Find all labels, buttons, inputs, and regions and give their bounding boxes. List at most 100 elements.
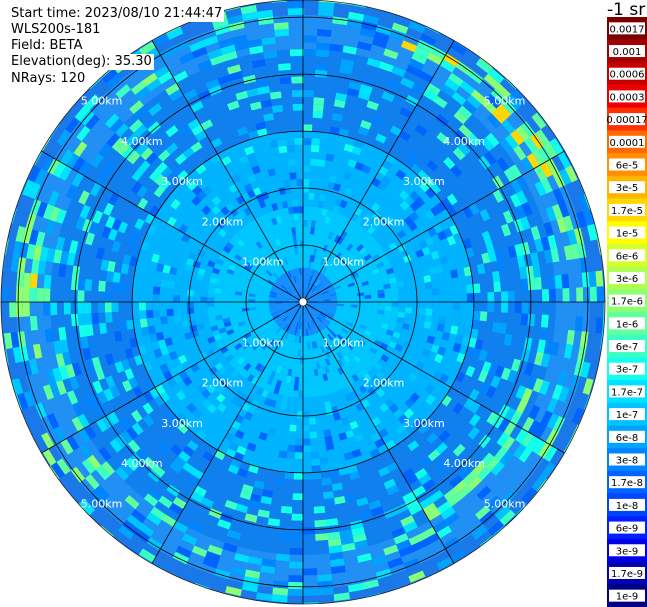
scan-gate [379,97,393,109]
scan-gate [437,430,451,443]
scan-gate [253,334,261,341]
scan-gate [89,420,103,437]
scan-gate [306,290,312,297]
scan-gate [225,342,235,351]
scan-gate [503,407,517,423]
scan-gate [444,278,453,288]
scan-gate [506,114,522,131]
scan-gate [528,302,536,316]
scan-gate [179,295,187,302]
scan-gate [329,256,336,264]
scan-gate [404,284,412,292]
scan-gate [331,319,339,325]
scan-gate [360,336,369,344]
scan-gate [532,264,542,279]
scan-gate [309,369,315,377]
scan-gate [28,357,39,375]
scan-gate [380,501,395,513]
scan-gate [386,237,395,247]
scan-gate [455,160,469,174]
scan-gate [126,388,138,402]
scan-gate [310,158,319,167]
scan-gate [430,194,442,207]
scan-gate [251,360,259,369]
scan-gate [438,309,447,318]
scan-gate [442,434,456,448]
scan-gate [309,303,317,307]
scan-gate [486,311,495,323]
scan-gate [294,335,298,343]
scan-gate [473,283,481,294]
scan-gate [219,358,229,367]
scan-gate [392,473,406,486]
scan-gate [451,317,460,328]
scan-gate [263,440,274,450]
scan-gate [308,261,312,269]
scan-gate [432,337,442,347]
scan-gate [554,233,565,249]
scan-gate [316,297,324,300]
scan-gate [277,387,285,396]
scan-gate [372,562,390,574]
scan-gate [421,348,431,359]
scan-gate [250,316,259,322]
scan-gate [208,581,227,593]
scan-gate [268,362,276,371]
scan-gate [473,212,485,225]
scan-gate [268,300,276,302]
scan-gate [341,208,350,217]
scan-gate [305,356,310,364]
scan-gate [371,220,381,230]
scan-gate [378,366,388,376]
scan-gate [196,532,213,545]
scan-gate [269,309,277,313]
scan-gate [336,244,344,253]
scan-gate [327,311,335,316]
scan-gate [323,166,332,175]
scan-gate [357,235,367,245]
scan-gate [184,331,193,340]
scan-gate [418,308,426,316]
scan-gate [207,291,215,298]
scan-gate [343,260,351,268]
scan-gate [350,299,358,303]
scan-gate [102,387,115,402]
scan-gate [547,234,558,251]
scan-gate [315,263,320,271]
scan-gate [303,124,313,132]
scan-gate [214,306,222,312]
scan-gate [394,270,403,278]
scan-gate [569,302,577,318]
scan-gate [527,313,536,328]
scan-gate [458,534,476,550]
scan-gate [486,282,495,294]
scan-gate [369,123,382,134]
scan-gate [410,509,427,522]
scan-gate [356,439,367,449]
scan-gate [523,253,533,268]
scan-gate [552,328,562,344]
scan-gate [398,462,411,475]
scan-gate [484,351,495,364]
scan-gate [79,384,91,400]
scan-gate [565,165,579,184]
scan-gate [246,442,257,452]
scan-gate [467,476,482,491]
scan-gate [278,311,286,316]
scan-gate [15,360,26,379]
scan-gate [119,429,133,444]
scan-gate [284,465,295,473]
scan-gate [58,364,69,381]
scan-gate [238,490,252,501]
scan-gate [457,105,473,120]
scan-gate [347,88,361,98]
scan-gate [302,424,310,432]
scan-gate [274,560,290,569]
scan-gate [480,169,493,184]
scan-gate [327,333,334,341]
scan-gate [507,149,522,166]
scan-gate [356,352,364,361]
scan-gate [596,286,604,304]
scan-gate [452,554,468,565]
scan-gate [472,310,481,322]
